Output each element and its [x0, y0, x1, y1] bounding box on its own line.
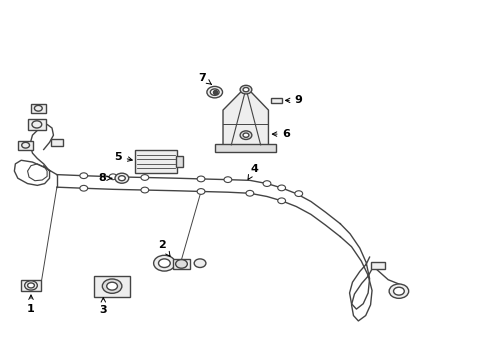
Polygon shape — [223, 87, 269, 146]
Circle shape — [115, 173, 129, 183]
Circle shape — [246, 190, 254, 196]
Circle shape — [175, 260, 187, 268]
Text: 9: 9 — [286, 95, 303, 105]
Bar — [21, 280, 41, 291]
Circle shape — [119, 176, 125, 181]
Text: 3: 3 — [99, 298, 107, 315]
Circle shape — [243, 87, 249, 92]
Bar — [371, 262, 385, 269]
Bar — [215, 144, 276, 152]
Circle shape — [243, 133, 249, 137]
Bar — [27, 119, 46, 130]
Text: 8: 8 — [98, 173, 112, 183]
Circle shape — [141, 175, 149, 180]
Text: 7: 7 — [198, 73, 212, 84]
Bar — [18, 140, 33, 149]
Bar — [172, 259, 190, 269]
Circle shape — [194, 259, 206, 267]
Circle shape — [389, 284, 409, 298]
Circle shape — [278, 198, 286, 204]
Circle shape — [80, 173, 88, 179]
Text: 2: 2 — [158, 240, 170, 256]
Bar — [31, 104, 46, 113]
Text: 6: 6 — [272, 129, 291, 139]
Circle shape — [240, 85, 252, 94]
Circle shape — [22, 142, 29, 148]
Circle shape — [207, 86, 222, 98]
Bar — [94, 276, 130, 297]
Circle shape — [32, 121, 42, 128]
Circle shape — [107, 282, 118, 290]
Circle shape — [263, 181, 271, 186]
Circle shape — [197, 189, 205, 194]
Circle shape — [141, 187, 149, 193]
Circle shape — [224, 177, 232, 183]
Circle shape — [27, 283, 34, 288]
Bar — [135, 149, 176, 173]
Circle shape — [278, 185, 286, 191]
Circle shape — [210, 89, 219, 95]
Circle shape — [102, 279, 122, 293]
Circle shape — [34, 105, 42, 111]
Circle shape — [197, 176, 205, 182]
Circle shape — [24, 281, 37, 290]
Bar — [175, 156, 183, 167]
Text: 4: 4 — [248, 163, 259, 179]
Circle shape — [80, 185, 88, 191]
Circle shape — [295, 191, 303, 197]
Bar — [51, 139, 63, 146]
Circle shape — [109, 174, 117, 180]
Text: 5: 5 — [114, 152, 132, 162]
Circle shape — [393, 287, 404, 295]
Circle shape — [240, 131, 252, 139]
Text: 1: 1 — [27, 295, 35, 314]
Circle shape — [159, 259, 170, 267]
Circle shape — [154, 255, 175, 271]
Bar — [271, 98, 282, 103]
